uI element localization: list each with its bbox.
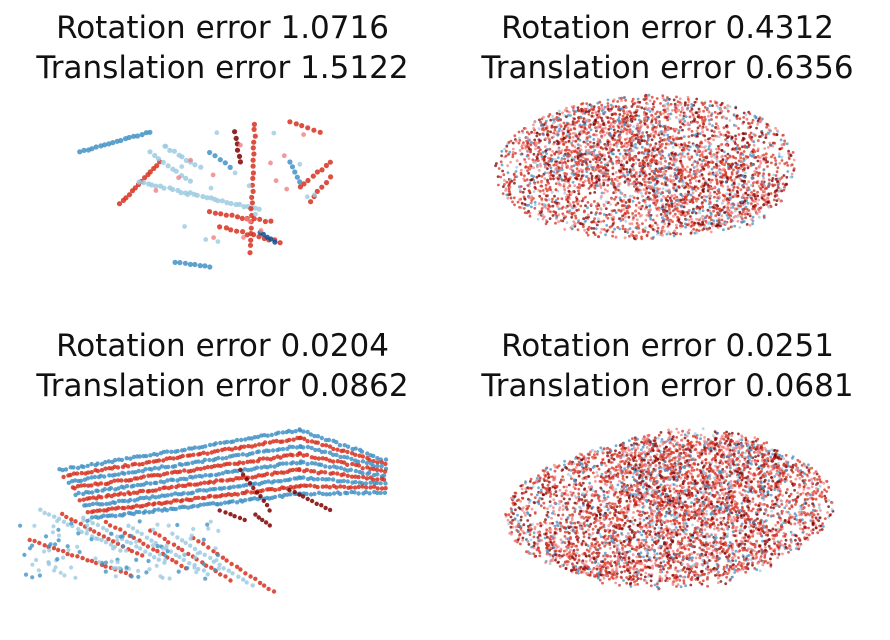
panel-title: Rotation error 0.4312 Translation error … [445, 8, 890, 88]
point-cloud-plot [18, 427, 389, 594]
point-cloud-plot [503, 427, 835, 591]
registration-panel-4: Rotation error 0.0251 Translation error … [445, 320, 890, 640]
translation-error-label: Translation error 0.0681 [481, 368, 854, 404]
rotation-error-label: Rotation error 0.0204 [56, 328, 389, 364]
registration-panel-3: Rotation error 0.0204 Translation error … [0, 320, 445, 640]
rotation-error-label: Rotation error 1.0716 [56, 10, 389, 46]
translation-error-label: Translation error 0.6356 [481, 50, 854, 86]
panel-title: Rotation error 0.0251 Translation error … [445, 326, 890, 406]
point-cloud-plot [77, 119, 334, 270]
translation-error-label: Translation error 0.0862 [36, 368, 409, 404]
rotation-error-label: Rotation error 0.0251 [501, 328, 834, 364]
panel-title: Rotation error 1.0716 Translation error … [0, 8, 445, 88]
translation-error-label: Translation error 1.5122 [36, 50, 409, 86]
registration-panel-1: Rotation error 1.0716 Translation error … [0, 0, 445, 320]
rotation-error-label: Rotation error 0.4312 [501, 10, 834, 46]
registration-panel-2: Rotation error 0.4312 Translation error … [445, 0, 890, 320]
point-cloud-plot [494, 93, 796, 241]
panel-title: Rotation error 0.0204 Translation error … [0, 326, 445, 406]
